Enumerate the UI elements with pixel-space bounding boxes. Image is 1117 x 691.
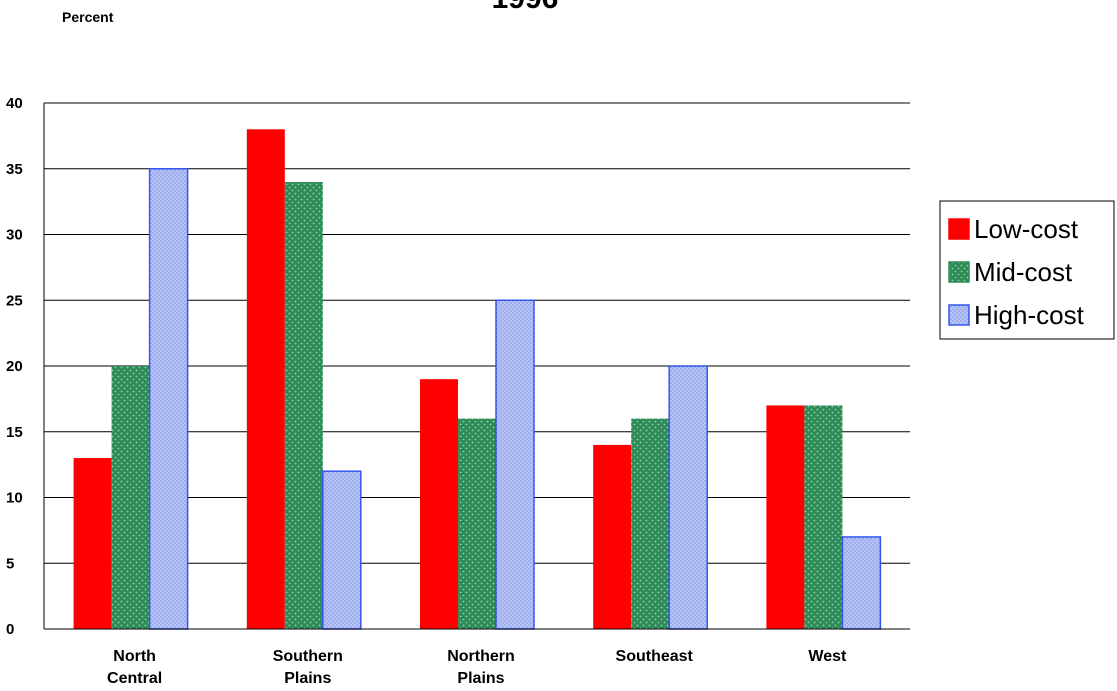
y-tick-label: 5 [6, 555, 14, 572]
legend-swatch [948, 261, 970, 283]
y-tick-label: 25 [6, 292, 23, 309]
y-tick-label: 10 [6, 490, 23, 507]
bar-high-cost [495, 299, 535, 630]
bar-mid-cost [631, 418, 670, 629]
x-tick-label: Southeast [616, 648, 694, 665]
chart-title: 1996 [492, 0, 559, 15]
bar-low-cost [246, 129, 285, 630]
x-tick-label: North Central [107, 648, 162, 687]
bar-low-cost [420, 379, 458, 629]
legend-swatch [948, 304, 970, 326]
bar-mid-cost [284, 181, 323, 629]
bar-mid-cost [111, 366, 150, 629]
y-tick-label: 40 [6, 95, 23, 112]
legend-label: Mid-cost [974, 257, 1073, 287]
y-tick-label: 30 [6, 227, 23, 244]
legend: Low-cost Mid-cost High-cost [939, 200, 1115, 340]
bar-high-cost [148, 168, 189, 630]
x-tick-label: West [808, 648, 847, 665]
legend-label: High-cost [974, 300, 1085, 330]
bar-low-cost [73, 458, 112, 629]
bar-mid-cost [458, 418, 496, 629]
y-tick-label: 20 [6, 358, 23, 375]
bar-high-cost [322, 470, 362, 630]
y-axis-label: Percent [62, 9, 114, 25]
bar-mid-cost [804, 405, 843, 629]
y-tick-label: 35 [6, 161, 23, 178]
legend-swatch [948, 218, 970, 240]
bar-low-cost [766, 405, 805, 629]
x-tick-label: Southern Plains [273, 648, 343, 687]
bar-high-cost [668, 365, 708, 630]
x-tick-label: Northern Plains [447, 648, 515, 687]
y-tick-label: 15 [6, 424, 23, 441]
y-tick-label: 0 [6, 621, 14, 638]
legend-label: Low-cost [974, 214, 1079, 244]
bar-high-cost [841, 536, 882, 630]
bar-low-cost [593, 444, 632, 629]
